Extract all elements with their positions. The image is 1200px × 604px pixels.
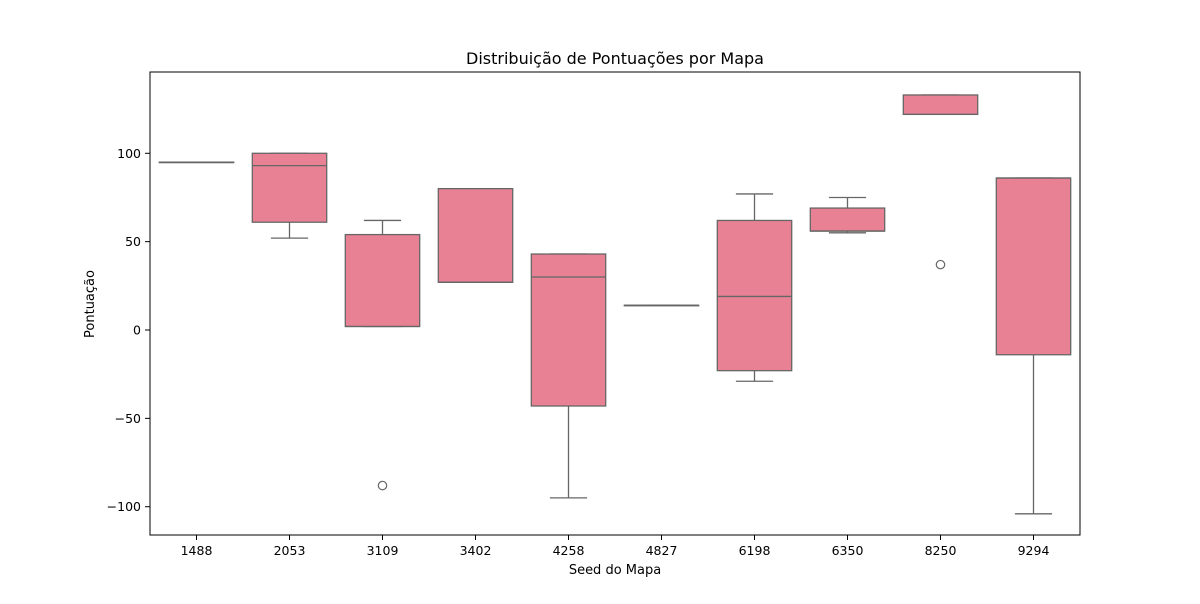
x-axis-label: Seed do Mapa	[569, 563, 661, 578]
box-3109	[344, 219, 421, 491]
box-6198	[716, 193, 793, 382]
x-axis: 1488 2053 3109 3402 4258 4827 6198 6350 8250 9294	[181, 535, 1050, 558]
x-tick-label: 6198	[739, 543, 771, 558]
x-tick-label: 1488	[181, 543, 213, 558]
y-tick-label: 100	[117, 146, 141, 161]
box-8250	[902, 94, 979, 270]
x-tick-label: 3402	[460, 543, 492, 558]
iqr-box	[251, 152, 328, 223]
iqr-box	[809, 207, 886, 232]
box-1488	[158, 161, 235, 164]
x-tick-label: 8250	[925, 543, 957, 558]
y-tick-label: 50	[125, 234, 141, 249]
x-tick-label: 3109	[367, 543, 399, 558]
box-4258	[530, 253, 607, 499]
iqr-box	[437, 187, 514, 283]
box-4827	[623, 304, 700, 307]
y-tick-label: −50	[115, 411, 141, 426]
box-2053	[251, 152, 328, 239]
y-axis: −100 −50 0 50 100	[107, 146, 150, 514]
iqr-box	[344, 233, 421, 328]
x-tick-label: 4827	[646, 543, 678, 558]
x-tick-label: 4258	[553, 543, 585, 558]
box-6350	[809, 196, 886, 234]
outlier-point	[377, 480, 388, 491]
chart-title: Distribuição de Pontuações por Mapa	[466, 49, 764, 68]
x-tick-label: 6350	[832, 543, 864, 558]
x-tick-label: 9294	[1018, 543, 1050, 558]
iqr-box	[716, 219, 793, 372]
box-3402	[437, 187, 514, 283]
plot-area-frame	[149, 71, 1081, 536]
box-9294	[995, 177, 1072, 515]
iqr-box	[530, 253, 607, 407]
y-axis-label: Pontuação	[83, 270, 98, 338]
iqr-box	[902, 94, 979, 116]
iqr-box	[995, 177, 1072, 356]
y-tick-label: −100	[107, 499, 141, 514]
plot-marks	[158, 94, 1072, 515]
x-tick-label: 2053	[274, 543, 306, 558]
outlier-point	[935, 259, 946, 270]
y-tick-label: 0	[133, 323, 141, 338]
